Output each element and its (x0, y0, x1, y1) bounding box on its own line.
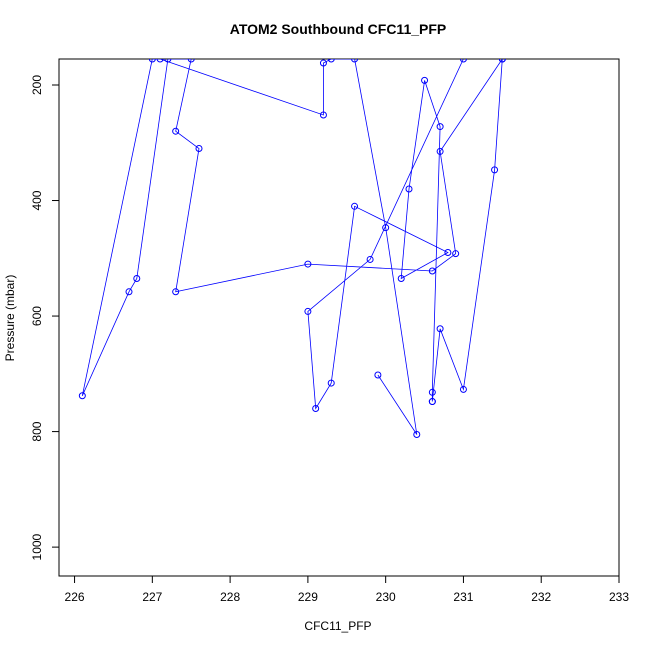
data-point (319, 111, 327, 119)
data-point (452, 250, 460, 258)
data-point (133, 275, 141, 283)
x-tick-label: 233 (609, 590, 629, 604)
x-tick-label: 226 (65, 590, 85, 604)
data-point (366, 255, 374, 263)
data-point (327, 379, 335, 387)
data-point (312, 404, 320, 412)
data-point (413, 430, 421, 438)
data-point (148, 59, 156, 63)
data-point (444, 249, 452, 257)
plot-area (78, 59, 506, 438)
data-point (164, 59, 172, 63)
data-point (428, 398, 436, 406)
data-point (459, 59, 467, 63)
chart-title: ATOM2 Southbound CFC11_PFP (230, 21, 447, 37)
data-point (436, 325, 444, 333)
y-tick-label: 600 (30, 306, 44, 326)
x-axis-label: CFC11_PFP (304, 619, 371, 633)
data-point (382, 224, 390, 232)
data-point (125, 288, 133, 296)
y-tick-label: 200 (30, 75, 44, 95)
x-tick-label: 229 (298, 590, 318, 604)
data-point (187, 59, 195, 63)
data-point (304, 307, 312, 315)
data-point (498, 59, 506, 63)
y-tick-label: 1000 (30, 533, 44, 560)
series-line (81, 59, 503, 435)
x-tick-label: 227 (142, 590, 162, 604)
x-tick-label: 230 (376, 590, 396, 604)
data-point (436, 147, 444, 155)
x-tick-label: 228 (220, 590, 240, 604)
data-point (397, 275, 405, 283)
y-tick-label: 800 (30, 421, 44, 441)
data-point (327, 59, 335, 63)
plot-frame (58, 58, 620, 577)
data-point (459, 385, 467, 393)
data-point (319, 59, 327, 67)
data-point (172, 288, 180, 296)
data-point (78, 392, 86, 400)
data-point (374, 371, 382, 379)
x-axis: 226 227 228 229 230 231 232 233 (65, 575, 629, 604)
y-axis: 200 400 600 800 1000 (30, 75, 59, 560)
data-point (351, 59, 359, 63)
data-point (421, 76, 429, 84)
data-point (195, 145, 203, 153)
data-point (351, 202, 359, 210)
data-point (405, 185, 413, 193)
data-point (491, 166, 499, 174)
data-point (428, 267, 436, 275)
data-point (304, 260, 312, 268)
y-tick-label: 400 (30, 190, 44, 210)
data-point (172, 127, 180, 135)
data-point (156, 59, 164, 63)
x-tick-label: 231 (453, 590, 473, 604)
y-axis-label: Pressure (mbar) (3, 275, 17, 362)
x-tick-label: 232 (531, 590, 551, 604)
data-point (428, 388, 436, 396)
data-point (436, 123, 444, 131)
